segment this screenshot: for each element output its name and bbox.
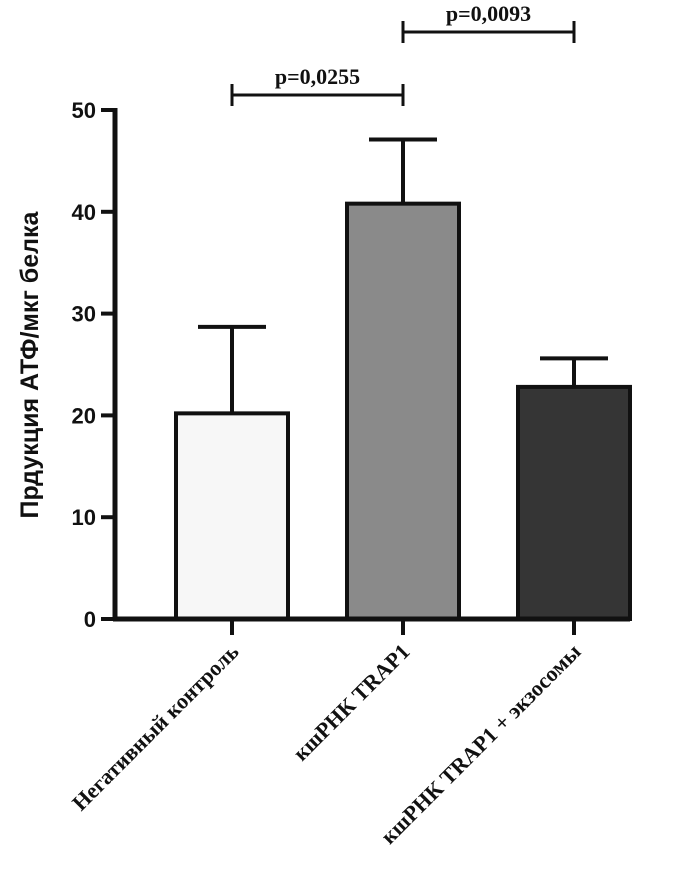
bar (345, 201, 461, 621)
bar (516, 384, 632, 621)
category-label: Негативный контроль (67, 639, 244, 816)
category-label: кшРНК TRAP1 (288, 639, 415, 766)
bar (174, 411, 290, 622)
bars (174, 137, 632, 622)
category-label: кшРНК TRAP1 + экзосомы (376, 639, 586, 849)
y-axis: 0 10 20 30 40 50 (72, 98, 118, 632)
p-value-label: p=0,0093 (446, 1, 531, 26)
y-tick-label: 20 (72, 403, 96, 428)
y-tick-label: 50 (72, 98, 96, 123)
y-tick-label: 40 (72, 200, 96, 225)
p-value-label: p=0,0255 (275, 64, 360, 89)
y-tick-label: 30 (72, 302, 96, 327)
significance-annotations: p=0,0255 p=0,0093 (230, 1, 576, 106)
y-axis-label: Прдукция АТФ/мкг белка (16, 210, 44, 518)
y-tick-label: 10 (72, 505, 96, 530)
y-tick-label: 0 (84, 607, 96, 632)
